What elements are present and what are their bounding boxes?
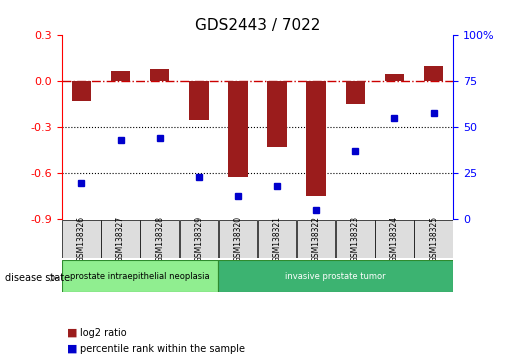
FancyBboxPatch shape bbox=[336, 220, 374, 258]
FancyBboxPatch shape bbox=[218, 260, 453, 292]
FancyBboxPatch shape bbox=[415, 220, 453, 258]
Text: ■: ■ bbox=[67, 328, 77, 338]
Text: GSM138322: GSM138322 bbox=[312, 216, 321, 262]
Text: log2 ratio: log2 ratio bbox=[80, 328, 127, 338]
Text: GSM138326: GSM138326 bbox=[77, 216, 86, 262]
FancyBboxPatch shape bbox=[297, 220, 335, 258]
FancyBboxPatch shape bbox=[258, 220, 296, 258]
Text: ■: ■ bbox=[67, 344, 77, 354]
Text: disease state: disease state bbox=[5, 273, 70, 283]
Bar bbox=[385, 74, 404, 81]
Text: GSM138327: GSM138327 bbox=[116, 216, 125, 262]
FancyBboxPatch shape bbox=[180, 220, 218, 258]
Bar bbox=[111, 71, 130, 81]
Bar bbox=[189, 81, 209, 120]
Text: GSM138329: GSM138329 bbox=[194, 216, 203, 262]
Text: prostate intraepithelial neoplasia: prostate intraepithelial neoplasia bbox=[70, 272, 210, 281]
Text: percentile rank within the sample: percentile rank within the sample bbox=[80, 344, 245, 354]
Text: GSM138324: GSM138324 bbox=[390, 216, 399, 262]
Text: GSM138323: GSM138323 bbox=[351, 216, 360, 262]
Text: GSM138325: GSM138325 bbox=[429, 216, 438, 262]
FancyBboxPatch shape bbox=[62, 220, 100, 258]
Bar bbox=[424, 66, 443, 81]
Bar bbox=[346, 81, 365, 104]
Bar bbox=[150, 69, 169, 81]
Text: GSM138328: GSM138328 bbox=[155, 216, 164, 262]
Text: invasive prostate tumor: invasive prostate tumor bbox=[285, 272, 386, 281]
Text: GSM138321: GSM138321 bbox=[272, 216, 282, 262]
FancyBboxPatch shape bbox=[141, 220, 179, 258]
Bar bbox=[306, 81, 326, 196]
Bar bbox=[72, 81, 91, 101]
FancyBboxPatch shape bbox=[375, 220, 414, 258]
FancyBboxPatch shape bbox=[219, 220, 257, 258]
FancyBboxPatch shape bbox=[62, 260, 218, 292]
Text: GSM138320: GSM138320 bbox=[233, 216, 243, 262]
Title: GDS2443 / 7022: GDS2443 / 7022 bbox=[195, 18, 320, 33]
FancyBboxPatch shape bbox=[101, 220, 140, 258]
Bar bbox=[267, 81, 287, 147]
Bar bbox=[228, 81, 248, 177]
